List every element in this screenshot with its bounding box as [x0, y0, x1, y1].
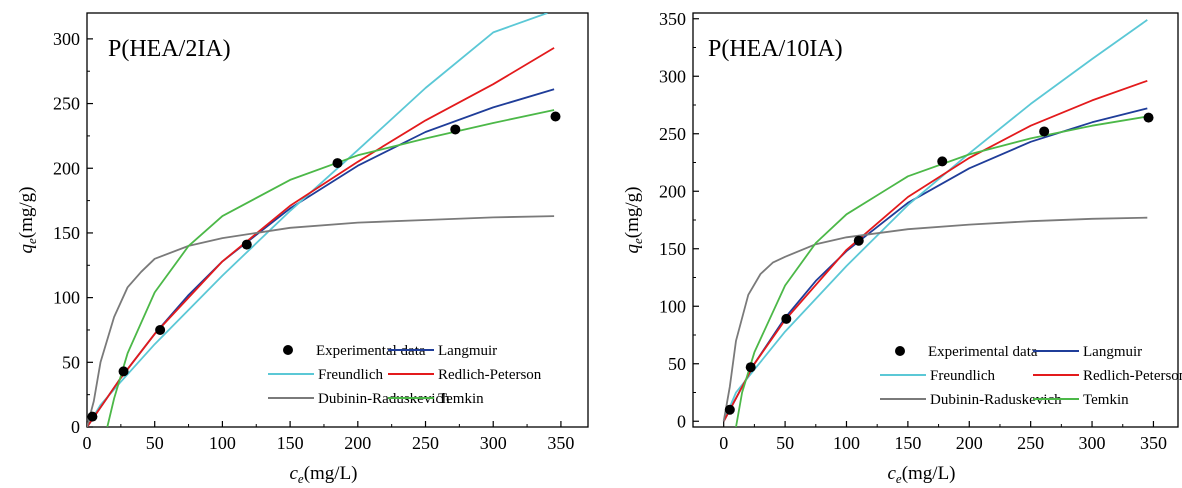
- data-point: [781, 313, 792, 324]
- series-line-freundlich: [722, 19, 1148, 422]
- data-point: [745, 362, 756, 373]
- legend-label: Temkin: [1083, 392, 1129, 408]
- x-tick-label: 0: [719, 433, 728, 453]
- x-tick-label: 250: [1017, 433, 1044, 453]
- x-tick-label: 50: [146, 433, 164, 453]
- legend-label: Redlich-Peterson: [1083, 368, 1182, 384]
- y-tick-label: 300: [659, 66, 686, 86]
- data-point: [853, 235, 864, 246]
- x-tick-label: 250: [412, 433, 439, 453]
- data-point: [87, 411, 98, 422]
- y-tick-label: 300: [53, 29, 80, 49]
- x-tick-label: 200: [344, 433, 371, 453]
- x-tick-label: 350: [1140, 433, 1167, 453]
- y-tick-label: 100: [659, 296, 686, 316]
- y-tick-label: 0: [71, 417, 80, 437]
- legend-marker: [895, 346, 905, 356]
- y-axis-label-symbol: q: [16, 244, 37, 254]
- x-axis-label-subscript: e: [896, 471, 902, 486]
- data-point: [1143, 112, 1154, 123]
- chart-title: P(HEA/10IA): [708, 36, 843, 62]
- y-tick-label: 0: [677, 411, 686, 431]
- x-axis-label-unit: (mg/L): [902, 463, 956, 484]
- x-axis-label-subscript: e: [298, 471, 304, 486]
- data-point: [332, 158, 343, 169]
- x-tick-label: 350: [547, 433, 574, 453]
- legend-label: Langmuir: [1083, 344, 1142, 360]
- x-axis-label-unit: (mg/L): [304, 463, 358, 484]
- x-axis-label-symbol: c: [289, 463, 298, 484]
- x-tick-label: 0: [83, 433, 92, 453]
- y-axis-label: qe(mg/g): [622, 187, 645, 254]
- x-tick-label: 300: [1079, 433, 1106, 453]
- chart-panel-right: 0 50 100 150 200 250 300 350 0 50 100 150 200 250 300 3…: [622, 9, 1182, 486]
- data-point: [450, 124, 461, 135]
- series-line-dubinin-raduskevich: [87, 215, 555, 427]
- y-axis-label-symbol: q: [622, 244, 643, 254]
- series-line-redlich-peterson: [722, 79, 1148, 422]
- legend: Experimental data Langmuir Freundlich Redli…: [268, 343, 542, 407]
- legend-label: Redlich-Peterson: [438, 367, 542, 383]
- series-line-freundlich: [87, 13, 548, 427]
- x-tick-label: 150: [277, 433, 304, 453]
- legend-label: Dubinin-Raduskevich: [930, 392, 1062, 408]
- legend-label: Experimental data: [316, 343, 426, 359]
- data-point: [118, 366, 129, 377]
- y-tick-label: 150: [53, 223, 80, 243]
- legend-marker: [283, 345, 293, 355]
- plot-frame: [86, 12, 589, 428]
- y-tick-label: 50: [62, 352, 80, 372]
- x-tick-label: 200: [956, 433, 983, 453]
- series-lines: [87, 13, 555, 427]
- y-tick-label: 350: [659, 9, 686, 29]
- legend: Experimental data Langmuir Freundlich Redli…: [880, 344, 1182, 408]
- y-axis-label-unit: (mg/g): [16, 187, 37, 239]
- series-lines: [722, 19, 1148, 427]
- series-line-dubinin-raduskevich: [722, 216, 1148, 422]
- x-axis-label: ce(mg/L): [887, 463, 955, 486]
- y-axis-label-subscript: e: [630, 238, 645, 244]
- x-tick-label: 50: [776, 433, 794, 453]
- y-axis-label-subscript: e: [24, 238, 39, 244]
- legend-label: Freundlich: [930, 368, 995, 384]
- x-axis-label-symbol: c: [887, 463, 896, 484]
- y-tick-label: 150: [659, 239, 686, 259]
- data-point: [724, 404, 735, 415]
- y-tick-label: 50: [668, 354, 686, 374]
- data-point: [550, 111, 561, 122]
- data-point: [1039, 126, 1050, 137]
- y-tick-label: 200: [53, 158, 80, 178]
- data-point: [937, 156, 948, 167]
- x-tick-label: 300: [480, 433, 507, 453]
- chart-panel-left: 0 50 100 150 200 250 300 350 0 50 100 150 200 250 300 c…: [16, 12, 589, 486]
- series-line-redlich-peterson: [87, 47, 555, 427]
- y-tick-label: 250: [659, 124, 686, 144]
- y-axis-label-unit: (mg/g): [622, 187, 643, 239]
- x-tick-label: 150: [894, 433, 921, 453]
- y-tick-label: 100: [53, 288, 80, 308]
- legend-label: Temkin: [438, 391, 484, 407]
- y-axis-label: qe(mg/g): [16, 187, 39, 254]
- y-tick-label: 200: [659, 181, 686, 201]
- chart-title: P(HEA/2IA): [108, 36, 231, 62]
- x-tick-label: 100: [833, 433, 860, 453]
- data-point: [155, 324, 166, 335]
- plot-frame: [692, 12, 1179, 428]
- legend-label: Experimental data: [928, 344, 1038, 360]
- x-tick-label: 100: [209, 433, 236, 453]
- data-point: [241, 239, 252, 250]
- legend-label: Freundlich: [318, 367, 383, 383]
- x-axis-label: ce(mg/L): [289, 463, 357, 486]
- legend-label: Langmuir: [438, 343, 497, 359]
- legend-label: Dubinin-Raduskevich: [318, 391, 450, 407]
- y-tick-label: 250: [53, 94, 80, 114]
